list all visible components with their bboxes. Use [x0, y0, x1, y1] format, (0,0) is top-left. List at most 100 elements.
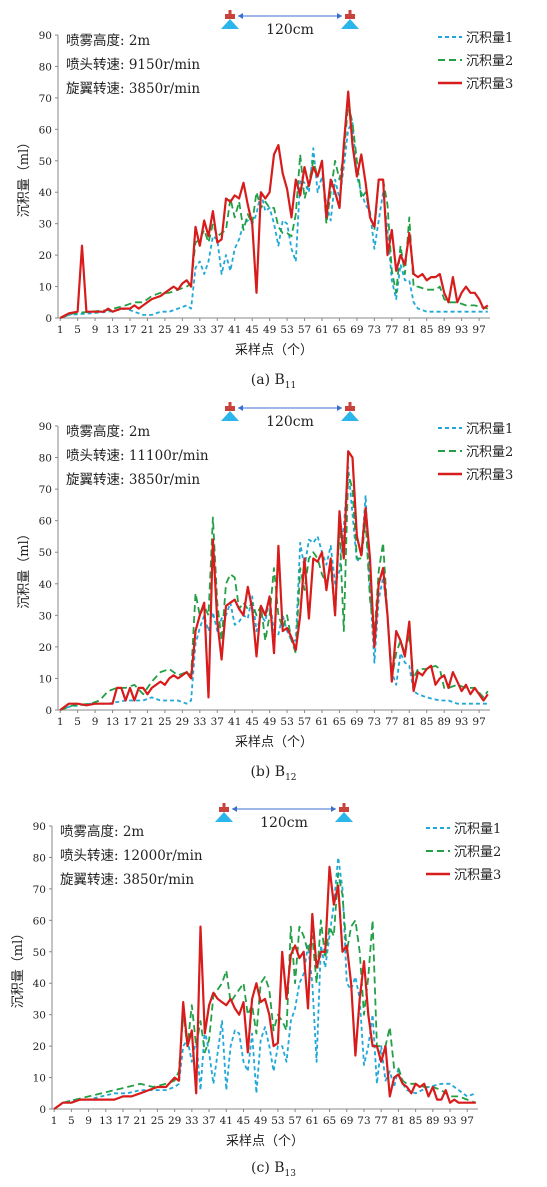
- legend-label: 沉积量3: [466, 77, 513, 92]
- annotation-line: 旋翼转速: 3850r/min: [60, 872, 194, 888]
- x-tick-label: 1: [57, 716, 64, 728]
- spray-cone: [341, 19, 359, 29]
- x-tick-label: 93: [455, 324, 468, 336]
- nozzle-body: [345, 406, 355, 411]
- nozzle-stem: [348, 10, 352, 14]
- y-tick-label: 40: [33, 978, 46, 990]
- x-tick-label: 65: [333, 324, 346, 336]
- y-tick-label: 40: [39, 579, 52, 591]
- nozzle-stem: [348, 402, 352, 406]
- x-tick-label: 53: [280, 324, 293, 336]
- y-tick-label: 70: [33, 884, 46, 896]
- legend-label: 沉积量1: [466, 422, 513, 437]
- x-tick-label: 25: [158, 716, 171, 728]
- x-tick-label: 5: [68, 1115, 75, 1127]
- legend-label: 沉积量3: [454, 868, 501, 883]
- x-axis-label: 采样点（个）: [235, 343, 313, 358]
- x-tick-label: 73: [368, 716, 381, 728]
- x-tick-label: 53: [280, 716, 293, 728]
- legend-label: 沉积量3: [466, 468, 513, 483]
- y-tick-label: 30: [39, 610, 52, 622]
- x-tick-label: 37: [211, 716, 224, 728]
- series-line-3: [59, 450, 489, 711]
- x-tick-label: 65: [333, 716, 346, 728]
- spacing-label: 120cm: [266, 414, 314, 430]
- x-tick-label: 57: [298, 324, 311, 336]
- nozzle-body: [219, 807, 229, 812]
- x-tick-label: 5: [74, 324, 81, 336]
- x-tick-label: 77: [385, 716, 398, 728]
- x-tick-label: 57: [288, 1115, 301, 1127]
- x-tick-label: 29: [168, 1115, 181, 1127]
- y-axis-label: 沉积量（ml）: [17, 527, 32, 609]
- x-tick-label: 41: [228, 324, 241, 336]
- y-tick-label: 80: [39, 453, 52, 465]
- y-tick-label: 70: [39, 484, 52, 496]
- y-tick-label: 0: [45, 313, 52, 325]
- caption-c: (c) B13: [251, 1160, 296, 1179]
- chart-panel-1: 0 10 20 30 40 50 60 70 80 90 1 5 9 13 17 21 25 29 33 37 41 45…: [17, 10, 513, 358]
- y-tick-label: 60: [39, 124, 52, 136]
- x-axis-label: 采样点（个）: [226, 1134, 304, 1149]
- nozzle-stem: [342, 803, 346, 807]
- x-tick-label: 33: [185, 1115, 198, 1127]
- x-tick-label: 9: [85, 1115, 92, 1127]
- legend-label: 沉积量2: [454, 845, 501, 860]
- x-tick-label: 1: [57, 324, 64, 336]
- series-line-2: [53, 872, 477, 1110]
- x-tick-label: 17: [123, 324, 136, 336]
- x-tick-label: 61: [315, 324, 328, 336]
- nozzle-body: [339, 807, 349, 812]
- series-line-1: [59, 122, 488, 319]
- y-tick-label: 30: [39, 219, 52, 231]
- y-tick-label: 80: [33, 852, 46, 864]
- y-tick-label: 60: [39, 516, 52, 528]
- x-tick-label: 21: [134, 1115, 147, 1127]
- x-tick-label: 97: [472, 716, 485, 728]
- x-tick-label: 65: [323, 1115, 336, 1127]
- caption-a: (a) B11: [250, 372, 297, 391]
- x-tick-label: 89: [437, 716, 450, 728]
- y-tick-label: 20: [33, 1041, 46, 1053]
- spray-cone: [221, 19, 239, 29]
- x-tick-label: 29: [176, 716, 189, 728]
- y-tick-label: 20: [39, 642, 52, 654]
- series-line-1: [53, 856, 477, 1110]
- legend-label: 沉积量1: [466, 31, 513, 46]
- x-tick-label: 93: [455, 716, 468, 728]
- y-tick-label: 50: [39, 156, 52, 168]
- y-tick-label: 30: [33, 1010, 46, 1022]
- x-tick-label: 13: [106, 324, 119, 336]
- x-tick-label: 69: [340, 1115, 353, 1127]
- spray-cone: [335, 812, 353, 822]
- arrow-head-left: [238, 405, 243, 411]
- y-tick-label: 90: [33, 821, 46, 833]
- x-tick-label: 61: [306, 1115, 319, 1127]
- x-tick-label: 1: [51, 1115, 58, 1127]
- x-tick-label: 9: [92, 324, 99, 336]
- chart-panel-3: 0 10 20 30 40 50 60 70 80 90 1 5 9 13 17 21 25 29 33 37 41 45…: [11, 803, 501, 1149]
- x-tick-label: 81: [403, 716, 416, 728]
- x-tick-label: 93: [443, 1115, 456, 1127]
- y-tick-label: 0: [45, 705, 52, 717]
- x-tick-label: 17: [116, 1115, 129, 1127]
- x-tick-label: 97: [472, 324, 485, 336]
- spray-cone: [341, 411, 359, 421]
- arrow-head-right: [331, 806, 336, 812]
- y-tick-label: 50: [33, 947, 46, 959]
- x-tick-label: 89: [437, 324, 450, 336]
- y-tick-label: 10: [33, 1073, 46, 1085]
- spray-cone: [215, 812, 233, 822]
- legend-label: 沉积量1: [454, 822, 501, 837]
- x-tick-label: 41: [220, 1115, 233, 1127]
- x-tick-label: 33: [193, 716, 206, 728]
- x-tick-label: 85: [409, 1115, 422, 1127]
- series-line-1: [59, 466, 488, 711]
- x-tick-label: 69: [350, 324, 363, 336]
- x-tick-label: 37: [202, 1115, 215, 1127]
- x-tick-label: 29: [176, 324, 189, 336]
- y-tick-label: 20: [39, 250, 52, 262]
- x-tick-label: 49: [263, 716, 276, 728]
